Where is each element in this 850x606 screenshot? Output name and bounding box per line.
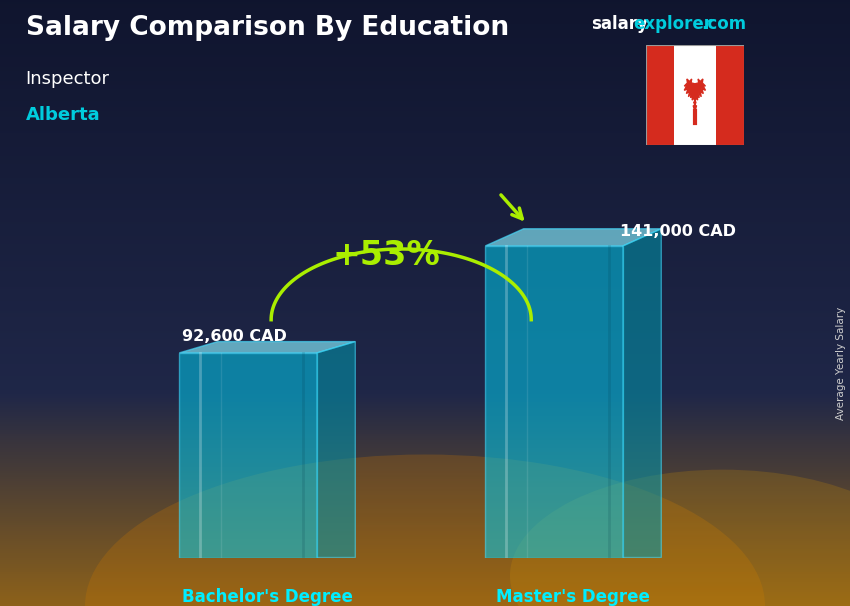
Bar <box>674 45 716 145</box>
Text: Average Yearly Salary: Average Yearly Salary <box>836 307 846 420</box>
Ellipse shape <box>85 454 765 606</box>
Text: Salary Comparison By Education: Salary Comparison By Education <box>26 15 508 41</box>
Text: .com: .com <box>701 15 746 33</box>
Ellipse shape <box>510 470 850 606</box>
Polygon shape <box>684 79 705 112</box>
Text: +53%: +53% <box>332 239 439 272</box>
Text: Inspector: Inspector <box>26 70 110 88</box>
Polygon shape <box>179 353 317 558</box>
Text: 92,600 CAD: 92,600 CAD <box>182 329 286 344</box>
Text: Bachelor's Degree: Bachelor's Degree <box>182 588 353 606</box>
Text: Alberta: Alberta <box>26 106 100 124</box>
Text: explorer: explorer <box>633 15 712 33</box>
Polygon shape <box>485 228 661 246</box>
Text: 141,000 CAD: 141,000 CAD <box>620 224 736 239</box>
Text: salary: salary <box>591 15 648 33</box>
Bar <box>646 45 674 145</box>
Polygon shape <box>623 228 661 558</box>
Bar <box>716 45 744 145</box>
Text: Master's Degree: Master's Degree <box>496 588 650 606</box>
Polygon shape <box>317 342 355 558</box>
Polygon shape <box>179 342 355 353</box>
Polygon shape <box>485 246 623 558</box>
